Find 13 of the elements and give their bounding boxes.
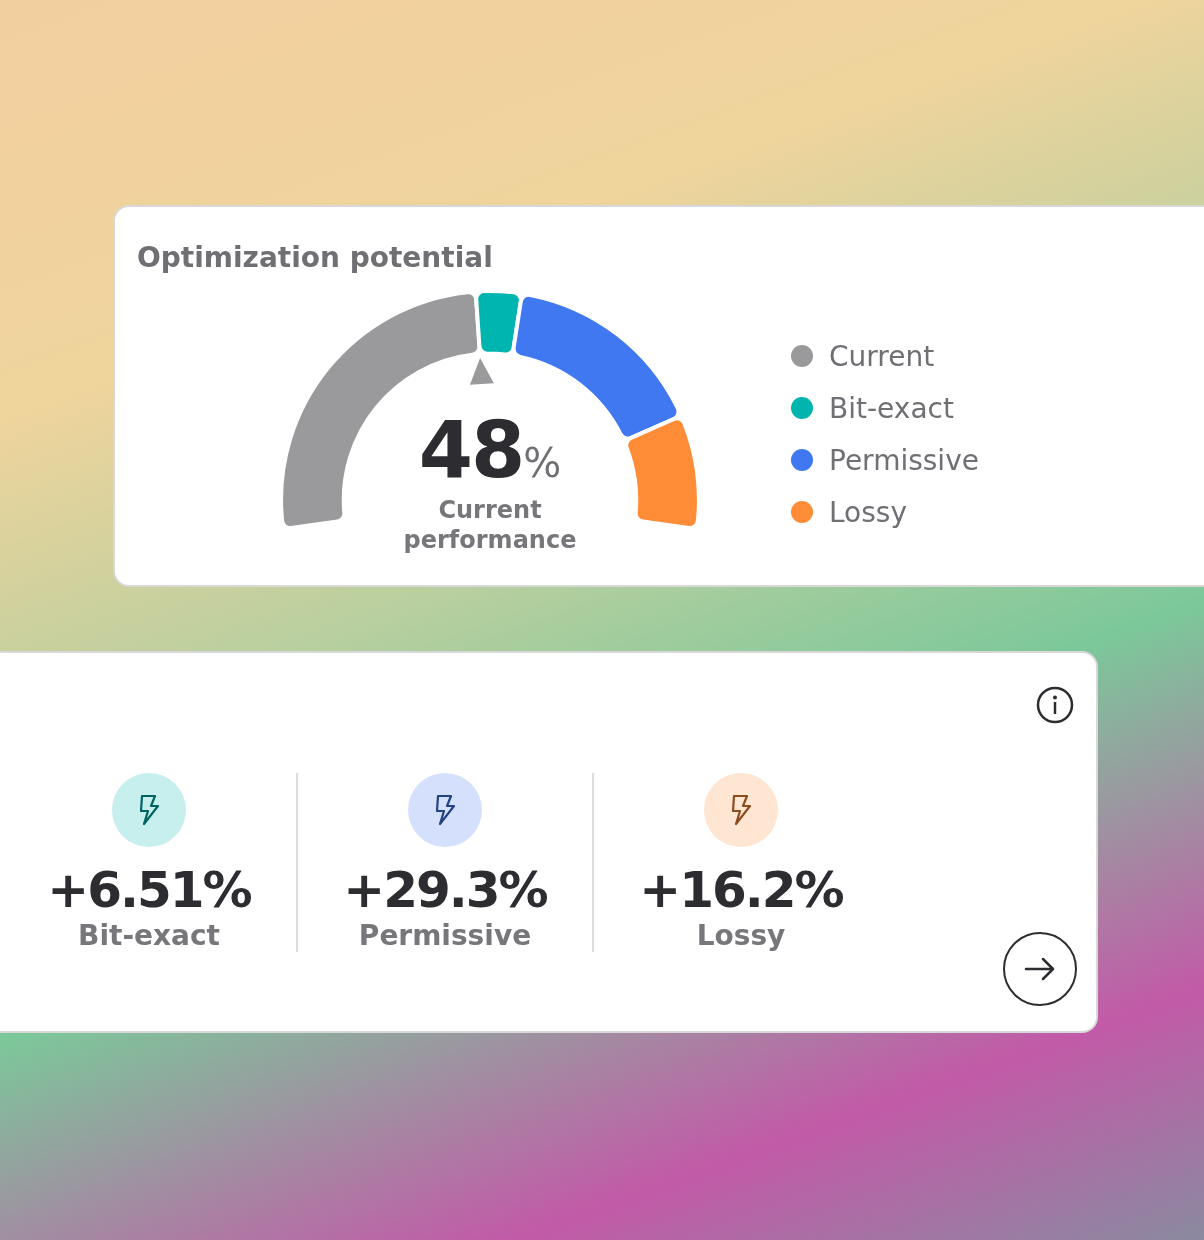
text: +29.3% xyxy=(342,861,548,919)
legend-label: Lossy xyxy=(829,495,907,529)
category-label: Lossy xyxy=(696,919,786,952)
category-label: Bit-exact xyxy=(78,919,220,952)
legend-label: Permissive xyxy=(829,443,979,477)
text: Current performance xyxy=(402,495,578,555)
text: +16.2% xyxy=(638,861,844,919)
legend-label: Current xyxy=(829,339,935,373)
category-label: Permissive xyxy=(358,919,532,952)
text: +6.51% xyxy=(46,861,252,919)
text: 48% xyxy=(418,405,562,495)
legend-label: Bit-exact xyxy=(829,391,954,425)
chart-title: Optimization potential xyxy=(137,241,493,274)
